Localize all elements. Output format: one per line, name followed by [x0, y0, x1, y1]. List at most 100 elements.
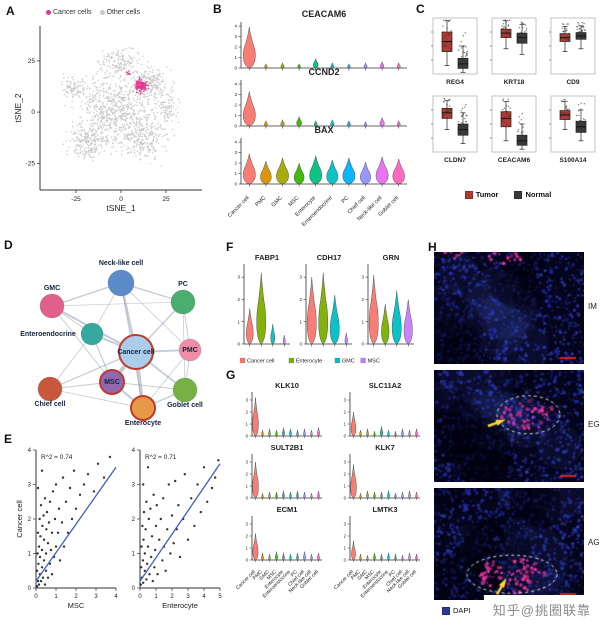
svg-text:PC: PC — [388, 569, 397, 578]
svg-text:1: 1 — [234, 55, 237, 60]
svg-text:tSNE_1: tSNE_1 — [106, 203, 136, 213]
svg-text:Cancer cell: Cancer cell — [15, 500, 24, 538]
svg-text:KLK10: KLK10 — [275, 381, 299, 390]
svg-text:0: 0 — [34, 594, 38, 600]
svg-text:2: 2 — [246, 410, 249, 415]
svg-text:0: 0 — [246, 434, 249, 439]
svg-text:3: 3 — [344, 522, 347, 527]
svg-text:2: 2 — [234, 161, 237, 166]
watermark: 知乎@挑圈联靠 — [483, 595, 600, 625]
svg-text:2: 2 — [246, 534, 249, 539]
svg-text:SLC11A2: SLC11A2 — [369, 381, 402, 390]
panel-d: D Neck-like cell GMC PC Enteroendocrine PMC C… — [4, 238, 222, 434]
svg-text:Cancer cell: Cancer cell — [247, 359, 275, 365]
panel-e-label: E — [4, 432, 13, 446]
svg-text:3: 3 — [246, 522, 249, 527]
svg-text:0: 0 — [132, 586, 136, 592]
svg-text:4: 4 — [28, 448, 32, 454]
svg-text:GMC: GMC — [271, 195, 284, 208]
svg-text:2: 2 — [361, 297, 364, 302]
panel-b-label: B — [213, 2, 222, 16]
svg-text:0: 0 — [119, 196, 123, 203]
svg-text:R^2 = 0.71: R^2 = 0.71 — [145, 454, 177, 461]
svg-text:2: 2 — [299, 297, 302, 302]
violin-klk7: KLK7 0 1 2 3 — [344, 443, 420, 501]
panel-c-label: C — [416, 2, 425, 16]
tumor-normal-legend: Tumor Normal — [416, 190, 600, 199]
svg-text:3: 3 — [246, 398, 249, 403]
svg-text:3: 3 — [344, 398, 347, 403]
svg-text:ECM1: ECM1 — [277, 505, 298, 514]
svg-text:SULT2B1: SULT2B1 — [271, 443, 304, 452]
panel-a: A Cancer cells Other cells -25 0 25 -25 0 25 t… — [6, 4, 212, 236]
svg-text:3: 3 — [28, 483, 32, 489]
svg-text:2: 2 — [246, 472, 249, 477]
panel-d-label: D — [4, 238, 13, 252]
svg-text:CEACAM6: CEACAM6 — [498, 157, 531, 164]
violin-slc11a2: SLC11A2 0 1 2 3 — [344, 381, 420, 439]
svg-text:2: 2 — [344, 472, 347, 477]
svg-text:1: 1 — [246, 484, 249, 489]
panel-h-label: H — [428, 240, 437, 254]
svg-text:CLDN7: CLDN7 — [444, 157, 466, 164]
svg-text:1: 1 — [54, 594, 58, 600]
normal-label: Normal — [525, 190, 552, 199]
panel-b: B CEACAM6 0 1 2 3 4 CCND2 0 1 2 3 4 BAX 0 1 2 3 4 Cancer c… — [213, 2, 415, 238]
svg-text:2: 2 — [237, 297, 240, 302]
legend-item-cancer-cells: Cancer cells — [46, 9, 92, 16]
legend-item-normal: Normal — [514, 190, 551, 199]
svg-text:1: 1 — [344, 422, 347, 427]
svg-text:REG4: REG4 — [446, 79, 464, 86]
svg-text:1: 1 — [246, 546, 249, 551]
svg-text:Cancer cell: Cancer cell — [117, 349, 154, 356]
other-cells-label: Other cells — [106, 9, 140, 16]
svg-text:1: 1 — [28, 552, 32, 558]
panel-e: E 0 1 2 3 4 0 1 2 3 4 R^2 = 0.74 MSC Cancer cell 0 1 2… — [4, 432, 226, 624]
svg-text:3: 3 — [361, 275, 364, 280]
svg-text:Chief cell: Chief cell — [34, 401, 65, 408]
svg-text:3: 3 — [234, 150, 237, 155]
svg-text:0: 0 — [299, 342, 302, 347]
svg-text:2: 2 — [28, 517, 32, 523]
other-cells-swatch — [99, 10, 105, 15]
svg-text:4: 4 — [132, 448, 136, 454]
violin-ecm1: ECM1 0 1 2 3 — [246, 505, 322, 563]
svg-text:1: 1 — [344, 546, 347, 551]
panel-h: H IM EGC AGC DAPI KLK10 — [428, 240, 600, 625]
svg-text:3: 3 — [132, 483, 136, 489]
violin-plots-b: CEACAM6 0 1 2 3 4 CCND2 0 1 2 3 4 BAX 0 1 2 3 4 Cancer cel… — [227, 9, 407, 228]
dapi-label: DAPI — [453, 606, 471, 615]
svg-text:0: 0 — [344, 434, 347, 439]
svg-text:PMC: PMC — [182, 347, 198, 354]
svg-text:GRN: GRN — [383, 253, 400, 262]
panel-c: C REG4 KRT18 CD9 CLDN7 CEACAM6 S100A14 Tumor … — [416, 2, 600, 234]
svg-text:PC: PC — [341, 195, 351, 205]
svg-text:Neck-like cell: Neck-like cell — [99, 260, 143, 267]
micrograph-egc — [434, 370, 584, 482]
svg-text:0: 0 — [237, 342, 240, 347]
svg-text:2: 2 — [234, 45, 237, 50]
svg-text:1: 1 — [154, 594, 158, 600]
svg-text:-25: -25 — [71, 196, 81, 203]
svg-text:Goblet cell: Goblet cell — [167, 402, 203, 409]
svg-text:Enterocyte: Enterocyte — [162, 601, 198, 610]
legend-item-dapi: DAPI — [442, 606, 471, 615]
svg-text:4: 4 — [234, 82, 237, 87]
svg-text:4: 4 — [202, 594, 206, 600]
cancer-cells-swatch — [46, 10, 51, 15]
svg-text:0: 0 — [138, 594, 142, 600]
svg-text:CCND2: CCND2 — [308, 67, 339, 77]
svg-text:1: 1 — [246, 422, 249, 427]
micrograph-agc-label: AGC — [588, 538, 600, 547]
panel-f: F FABP1 0 1 2 3 CDH17 0 1 2 3 GRN 0 1 2 3 Cancer cell En… — [226, 240, 424, 372]
svg-text:3: 3 — [299, 275, 302, 280]
svg-text:R^2 = 0.74: R^2 = 0.74 — [41, 454, 73, 461]
svg-text:CEACAM6: CEACAM6 — [302, 9, 347, 19]
svg-text:0: 0 — [344, 558, 347, 563]
svg-text:2: 2 — [132, 517, 136, 523]
svg-text:0: 0 — [234, 66, 237, 71]
violin-lmtk3: LMTK3 0 1 2 3 — [344, 505, 420, 563]
svg-text:Enteroendocrine: Enteroendocrine — [20, 331, 76, 338]
svg-text:5: 5 — [218, 594, 222, 600]
svg-text:1: 1 — [299, 319, 302, 324]
